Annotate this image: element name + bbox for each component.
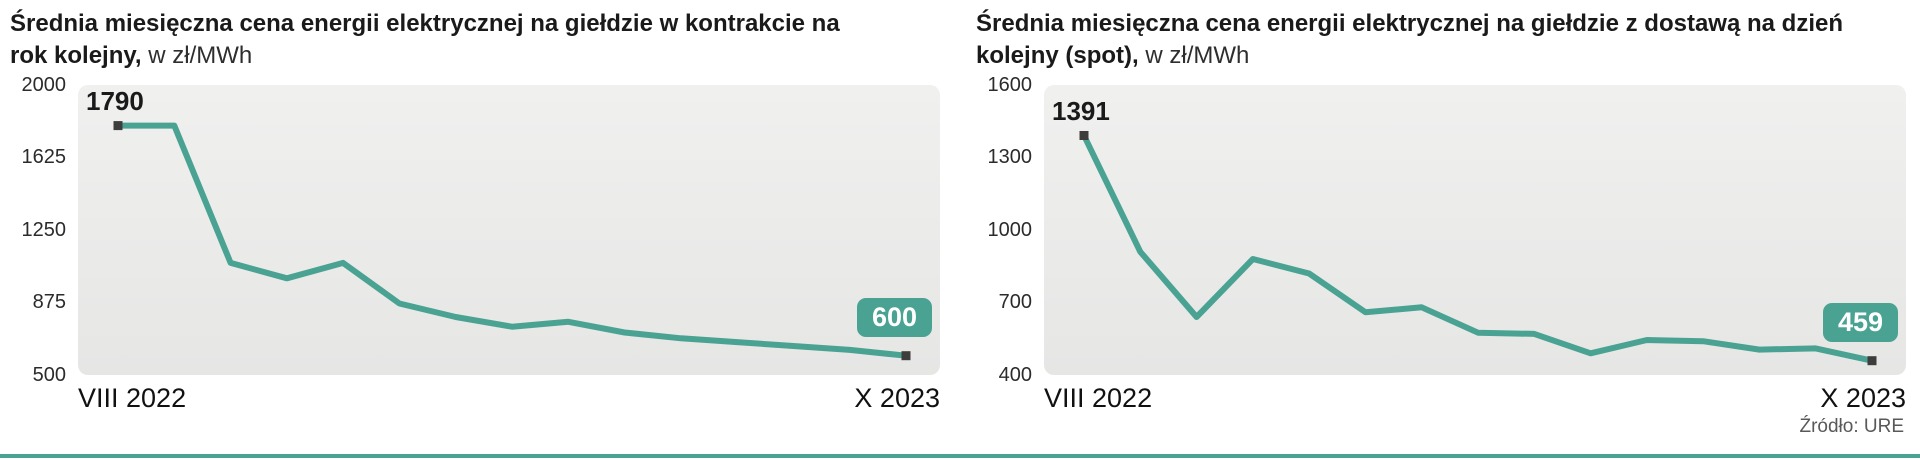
chart-body: 1600 1300 1000 700 400 1391 459 [976, 73, 1906, 386]
x-axis-end-label: X 2023 [854, 383, 940, 414]
last-value-badge: 600 [856, 298, 932, 338]
chart-title-text: Średnia miesięczna cena energii elektryc… [976, 10, 1843, 69]
chart-title: Średnia miesięczna cena energii elektryc… [10, 8, 840, 71]
chart-title-unit: w zł/MWh [1145, 41, 1250, 69]
line-series-svg [1079, 131, 1877, 366]
chart-day-ahead-spot: Średnia miesięczna cena energii elektryc… [976, 8, 1906, 414]
y-axis: 2000 1625 1250 875 500 [21, 73, 67, 386]
plot-area: 1391 459 [1044, 85, 1906, 376]
x-axis-start-label: VIII 2022 [78, 383, 187, 414]
first-value-label: 1790 [86, 85, 144, 116]
chart-year-ahead-contract: Średnia miesięczna cena energii elektryc… [10, 8, 940, 414]
x-axis-start-label: VIII 2022 [1044, 383, 1153, 414]
chart-title: Średnia miesięczna cena energii elektryc… [976, 8, 1906, 71]
source-caption: Źródło: URE [1799, 416, 1904, 437]
x-axis: VIII 2022 X 2023 [78, 383, 940, 414]
bottom-accent-rule [0, 454, 1920, 458]
x-axis: VIII 2022 X 2023 [1044, 383, 1906, 414]
chart-title-text: Średnia miesięczna cena energii elektryc… [10, 10, 840, 69]
y-axis: 1600 1300 1000 700 400 [987, 73, 1033, 386]
chart-title-unit: w zł/MWh [148, 41, 253, 69]
x-axis-end-label: X 2023 [1820, 383, 1906, 414]
charts-row: Średnia miesięczna cena energii elektryc… [10, 8, 1906, 414]
line-series-svg [113, 121, 911, 361]
chart-body: 2000 1625 1250 875 500 1790 600 [10, 73, 940, 386]
first-value-label: 1391 [1052, 95, 1110, 126]
plot-area: 1790 600 [78, 85, 940, 376]
last-value-badge: 459 [1822, 303, 1898, 343]
